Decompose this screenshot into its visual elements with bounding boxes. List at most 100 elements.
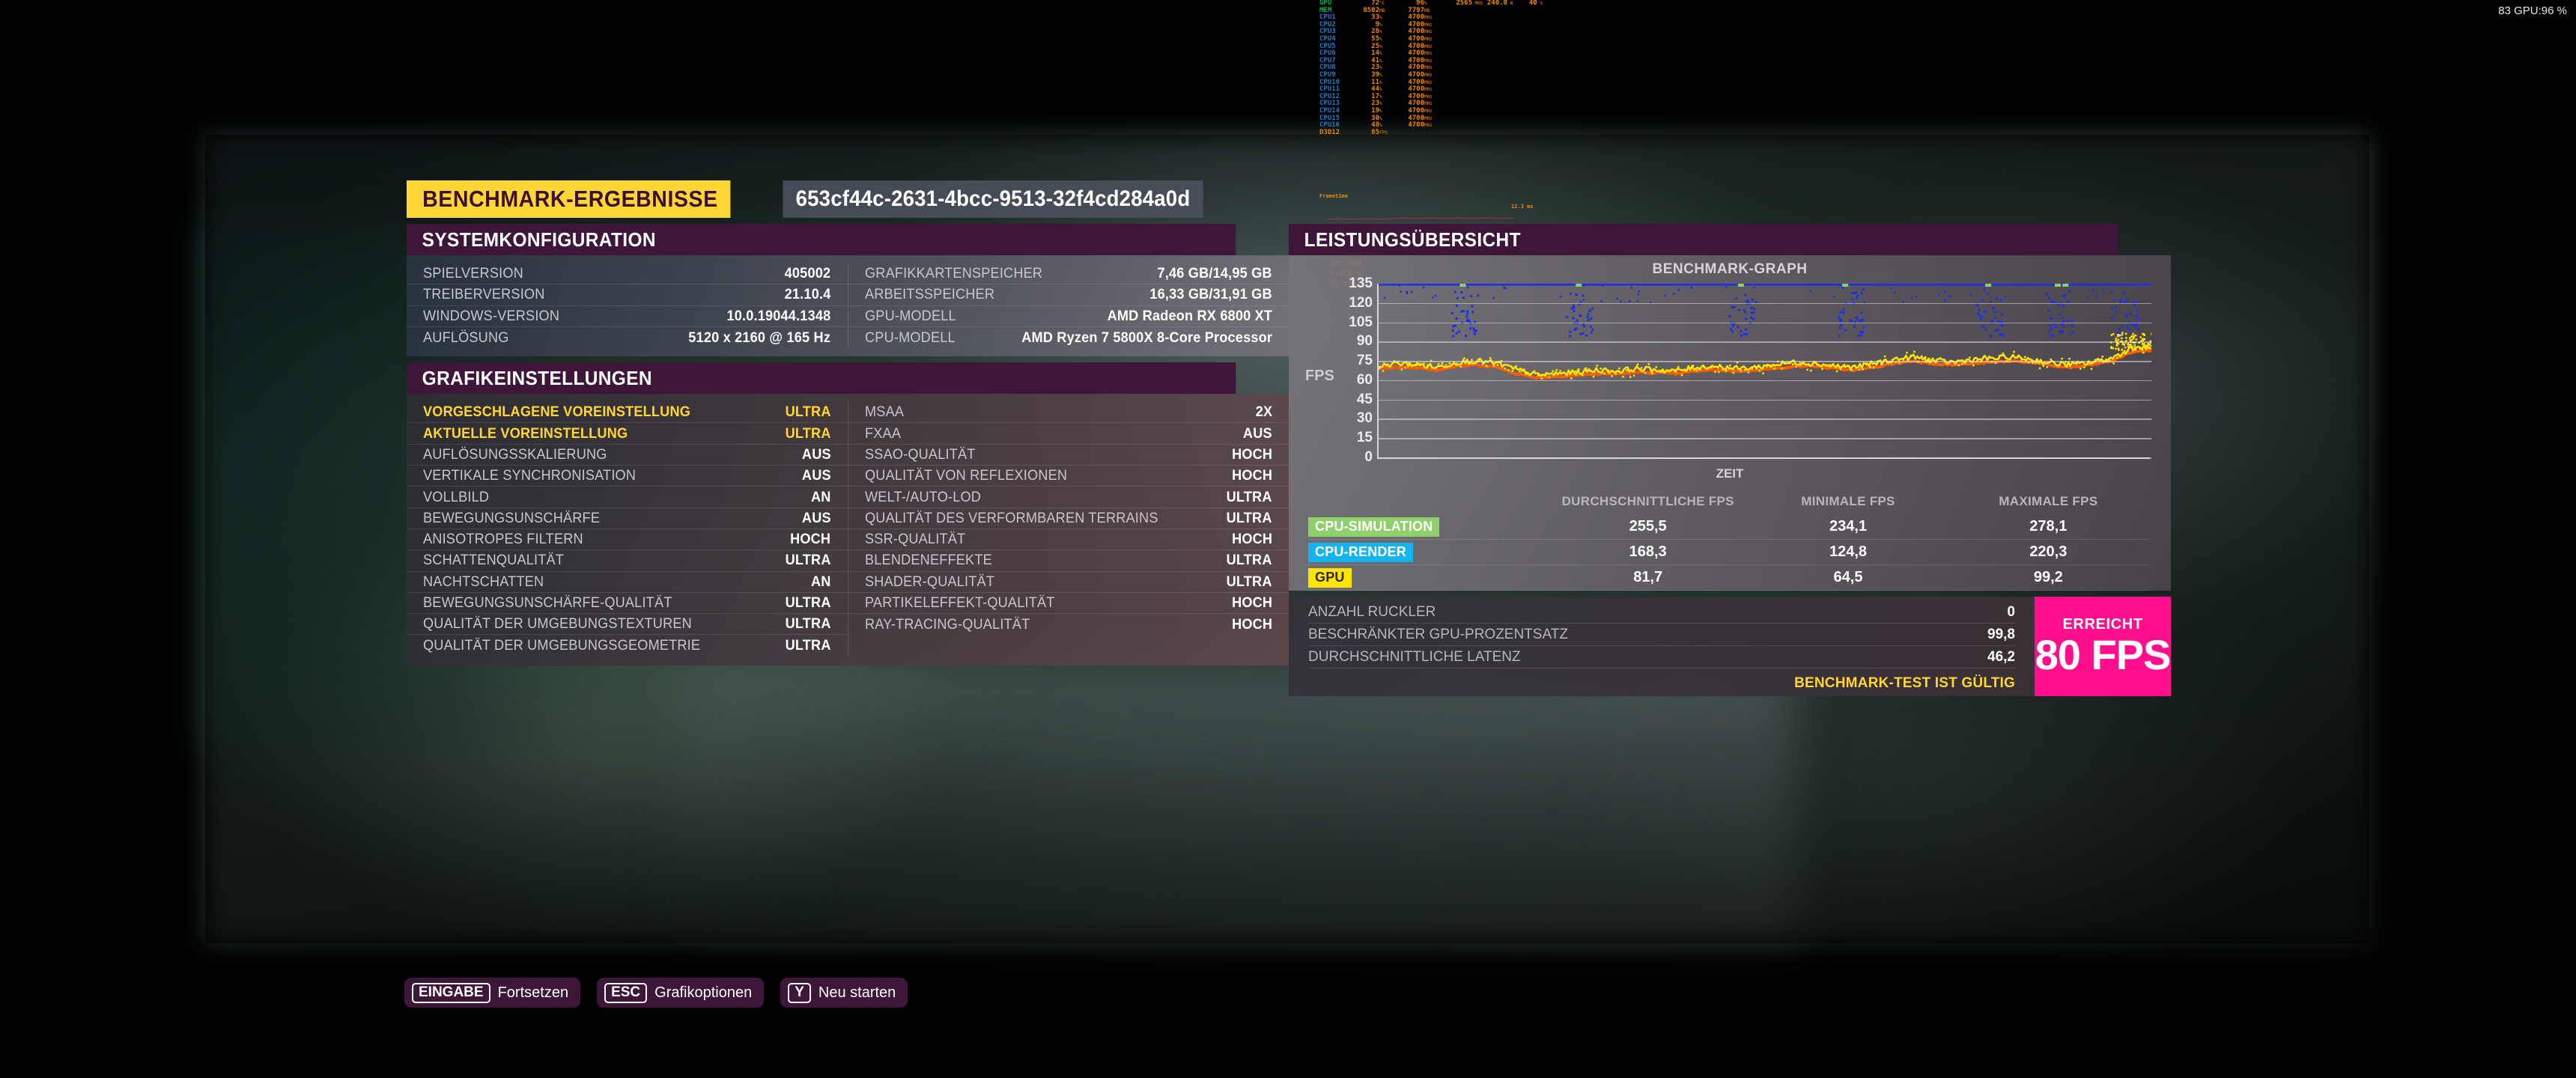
setting-label: CPU-MODELL <box>864 329 956 346</box>
setting-value: 16,33 GB/31,91 GB <box>1149 286 1272 303</box>
avg-fps-cell: 81,7 <box>1633 569 1663 585</box>
setting-row: RAY-TRACING-QUALITÄT HOCH <box>848 614 1289 635</box>
setting-value: ULTRA <box>785 552 831 569</box>
stat-label: DURCHSCHNITTLICHE LATENZ <box>1308 648 1521 665</box>
setting-label: WINDOWS-VERSION <box>423 307 560 324</box>
achieved-label: ERREICHT <box>2062 616 2143 633</box>
setting-label: WELT-/AUTO-LOD <box>864 488 981 505</box>
section-title-graphics: GRAFIKEINSTELLUNGEN <box>407 362 1236 395</box>
key-badge: ESC <box>604 982 648 1003</box>
chart-gridline <box>1379 418 2151 420</box>
system-config-left-table: SPIELVERSION 405002 TREIBERVERSION 21.10.4 W… <box>407 264 848 348</box>
benchmark-graph-container: BENCHMARK-GRAPH FPS ZEIT 0 15 30 45 60 75 90 10… <box>1289 255 2171 484</box>
setting-label: SSAO-QUALITÄT <box>864 445 976 463</box>
chart-x-axis-label: ZEIT <box>1716 466 1744 481</box>
setting-value: ULTRA <box>1226 573 1272 590</box>
setting-label: VERTIKALE SYNCHRONISATION <box>423 467 637 484</box>
footer-button[interactable]: ESC Grafikoptionen <box>597 978 765 1008</box>
frametime-label: Frametime <box>1319 193 1348 199</box>
avg-fps-cell: 168,3 <box>1629 543 1667 560</box>
table-row: ANZAHL RUCKLER 0 <box>1308 601 2015 624</box>
setting-value: ULTRA <box>785 594 831 611</box>
setting-row: QUALITÄT DER UMGEBUNGSGEOMETRIE ULTRA <box>407 635 848 656</box>
stat-label: BESCHRÄNKTER GPU-PROZENTSATZ <box>1308 626 1568 642</box>
setting-value: HOCH <box>1231 445 1272 463</box>
stat-value: 99,8 <box>1987 626 2015 642</box>
series-name-cell: GPU <box>1308 567 1548 588</box>
system-config-right-table: GRAFIKKARTENSPEICHER 7,46 GB/14,95 GB ARBE… <box>848 264 1289 348</box>
setting-value: 10.0.19044.1348 <box>726 307 831 324</box>
chart-y-tick: 105 <box>1349 314 1373 330</box>
setting-label: ANISOTROPES FILTERN <box>423 531 583 548</box>
min-fps-cell: 234,1 <box>1829 518 1868 535</box>
setting-value: AUS <box>1243 424 1272 442</box>
footer-actions: EINGABE Fortsetzen ESC Grafikoptionen Y Neu s… <box>404 978 908 1008</box>
setting-row: BLENDENEFFEKTE ULTRA <box>848 550 1289 572</box>
setting-row: MSAA 2X <box>848 402 1289 424</box>
footer-button[interactable]: Y Neu starten <box>780 978 908 1008</box>
chart-y-tick: 60 <box>1356 371 1373 388</box>
footer-button[interactable]: EINGABE Fortsetzen <box>404 978 581 1008</box>
button-caption: Grafikoptionen <box>654 984 753 1001</box>
setting-label: PARTIKELEFFEKT-QUALITÄT <box>864 594 1055 611</box>
table-row: CPU-RENDER 168,3 124,8 220,3 <box>1308 540 2148 565</box>
key-badge: Y <box>788 982 811 1003</box>
setting-value: AMD Ryzen 7 5800X 8-Core Processor <box>1021 329 1272 346</box>
chart-title: BENCHMARK-GRAPH <box>1652 261 1808 277</box>
series-legend-chip: GPU <box>1308 567 1352 588</box>
setting-label: AKTUELLE VOREINSTELLUNG <box>423 424 628 442</box>
setting-row: QUALITÄT DER UMGEBUNGSTEXTUREN ULTRA <box>407 614 848 636</box>
table-row: GPU 81,7 64,5 99,2 <box>1308 565 2148 591</box>
chart-gridline <box>1379 361 2151 362</box>
setting-row: FXAA AUS <box>848 423 1289 445</box>
setting-row: WINDOWS-VERSION 10.0.19044.1348 <box>407 306 848 327</box>
table-row: CPU-SIMULATION 255,5 234,1 278,1 <box>1308 514 2148 540</box>
setting-value: HOCH <box>790 531 831 548</box>
setting-label: SPIELVERSION <box>423 265 523 282</box>
max-fps-cell: 278,1 <box>2029 518 2068 535</box>
setting-row: TREIBERVERSION 21.10.4 <box>407 284 848 306</box>
stat-label: ANZAHL RUCKLER <box>1308 603 1436 620</box>
setting-label: QUALITÄT VON REFLEXIONEN <box>864 467 1067 484</box>
setting-label: RAY-TRACING-QUALITÄT <box>864 615 1030 633</box>
setting-value: ULTRA <box>785 637 831 654</box>
chart-y-tick: 0 <box>1364 449 1373 465</box>
stat-value: 0 <box>2007 603 2015 620</box>
button-caption: Fortsetzen <box>497 984 569 1001</box>
setting-row: SSAO-QUALITÄT HOCH <box>848 445 1289 466</box>
chart-gridline <box>1379 302 2151 305</box>
setting-row: NACHTSCHATTEN AN <box>407 572 848 593</box>
setting-value: ULTRA <box>785 615 831 633</box>
setting-row: SPIELVERSION 405002 <box>407 264 848 285</box>
setting-value: HOCH <box>1231 467 1272 484</box>
min-fps-cell: 64,5 <box>1833 569 1863 585</box>
setting-label: BEWEGUNGSUNSCHÄRFE-QUALITÄT <box>423 594 672 611</box>
setting-value: ULTRA <box>785 424 831 442</box>
frametime-graph <box>1327 217 1514 220</box>
gpu-corner-readout: 83 GPU:96 % <box>2498 4 2567 17</box>
right-column: LEISTUNGSÜBERSICHT BENCHMARK-GRAPH FPS Z… <box>1289 224 2171 696</box>
section-title-system: SYSTEMKONFIGURATION <box>407 224 1236 255</box>
setting-value: ULTRA <box>1226 488 1272 505</box>
max-fps-cell: 220,3 <box>2029 543 2068 560</box>
setting-label: GRAFIKKARTENSPEICHER <box>864 265 1042 282</box>
series-legend-chip: CPU-SIMULATION <box>1308 517 1440 537</box>
setting-row: GRAFIKKARTENSPEICHER 7,46 GB/14,95 GB <box>848 264 1289 285</box>
table-row: DURCHSCHNITTLICHE LATENZ 46,2 <box>1308 646 2015 669</box>
extra-stats: ANZAHL RUCKLER 0 BESCHRÄNKTER GPU-PROZENTS… <box>1289 597 2035 696</box>
setting-row: AKTUELLE VOREINSTELLUNG ULTRA <box>407 423 848 445</box>
section-title-performance: LEISTUNGSÜBERSICHT <box>1289 224 2118 255</box>
setting-value: 5120 x 2160 @ 165 Hz <box>688 329 831 346</box>
stats-header-min: MINIMALE FPS <box>1801 494 1895 508</box>
setting-label: AUFLÖSUNG <box>423 329 509 346</box>
page-title: BENCHMARK-ERGEBNISSE <box>407 180 731 218</box>
setting-value: ULTRA <box>1226 509 1272 526</box>
achieved-fps-badge: ERREICHT 80 FPS <box>2035 597 2171 696</box>
setting-row: QUALITÄT DES VERFORMBAREN TERRAINS ULTRA <box>848 508 1289 529</box>
chart-series-svg <box>1379 284 2151 380</box>
series-name-cell: CPU-SIMULATION <box>1308 517 1548 537</box>
chart-gridline <box>1379 322 2151 324</box>
setting-row: SHADER-QUALITÄT ULTRA <box>848 572 1289 593</box>
setting-value: 2X <box>1255 404 1272 421</box>
